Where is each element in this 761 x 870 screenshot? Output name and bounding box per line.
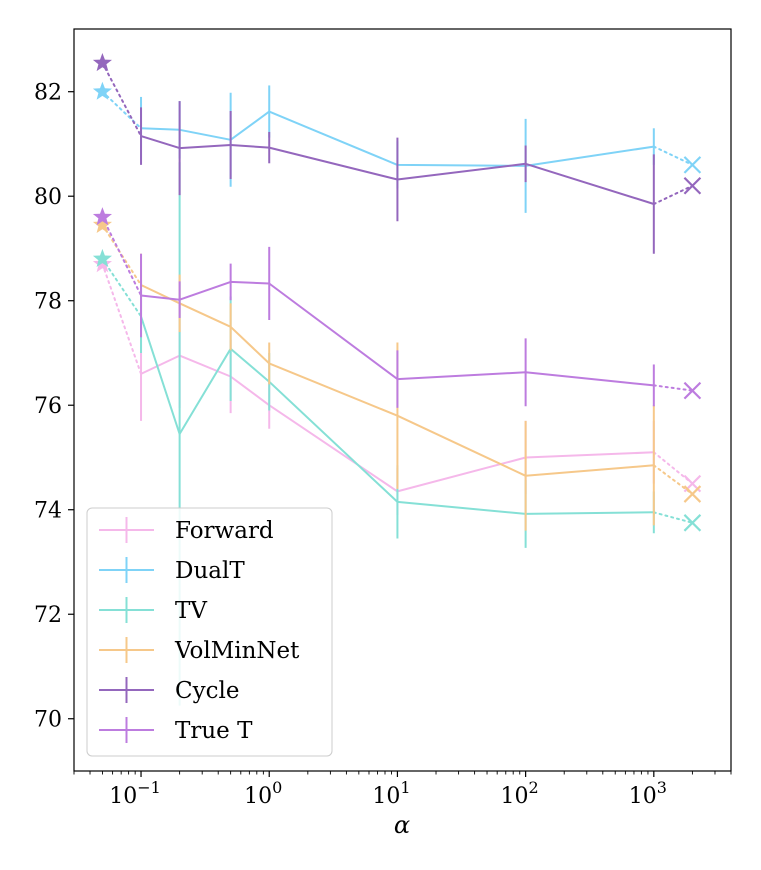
legend-entry-dualt: DualT (99, 557, 245, 584)
legend-entry-tv: TV (99, 597, 207, 624)
end-connector (652, 145, 694, 166)
end-cross-marker (683, 381, 702, 400)
legend-label: Cycle (175, 678, 239, 704)
start-star-marker (92, 254, 112, 273)
legend-entry-volminnet: VolMinNet (99, 637, 300, 664)
y-tick-label: 72 (34, 603, 62, 628)
start-connector (101, 263, 143, 375)
y-tick-label: 70 (34, 708, 62, 733)
start-star-marker (92, 215, 112, 233)
y-tick-label: 82 (34, 81, 62, 106)
start-star-marker (92, 248, 112, 267)
start-connector (101, 216, 143, 297)
x-axis-label: α (394, 811, 410, 839)
plot-frame (73, 28, 732, 772)
legend-entry-true-t: True T (99, 717, 253, 744)
end-connector (652, 384, 694, 392)
end-connector (652, 511, 694, 524)
legend-label: DualT (175, 558, 245, 584)
y-tick-label: 76 (34, 394, 62, 419)
legend-entry-forward: Forward (99, 517, 274, 544)
y-tick-label: 74 (34, 499, 62, 524)
series-cycle (101, 61, 694, 254)
y-tick-label: 78 (34, 290, 62, 315)
series-layer (101, 61, 694, 706)
start-connector (101, 61, 143, 138)
legend-label: VolMinNet (174, 638, 300, 664)
legend-label: True T (175, 718, 253, 744)
end-connector (652, 184, 694, 206)
legend: Forward DualT TV VolMinNet Cycle True T (86, 507, 333, 757)
marker-layer (92, 53, 702, 532)
legend-entry-cycle: Cycle (99, 677, 239, 704)
series-true-t (101, 216, 694, 408)
end-cross-marker (683, 176, 702, 195)
end-cross-marker (683, 514, 702, 532)
end-connector (652, 464, 694, 496)
start-connector (101, 257, 143, 318)
y-tick-label: 80 (34, 185, 62, 210)
start-star-marker (92, 81, 112, 100)
start-star-marker (92, 207, 112, 226)
start-star-marker (92, 53, 112, 72)
end-cross-marker (683, 156, 702, 174)
legend-label: TV (175, 598, 207, 624)
legend-label: Forward (175, 518, 274, 544)
end-cross-marker (683, 485, 702, 503)
